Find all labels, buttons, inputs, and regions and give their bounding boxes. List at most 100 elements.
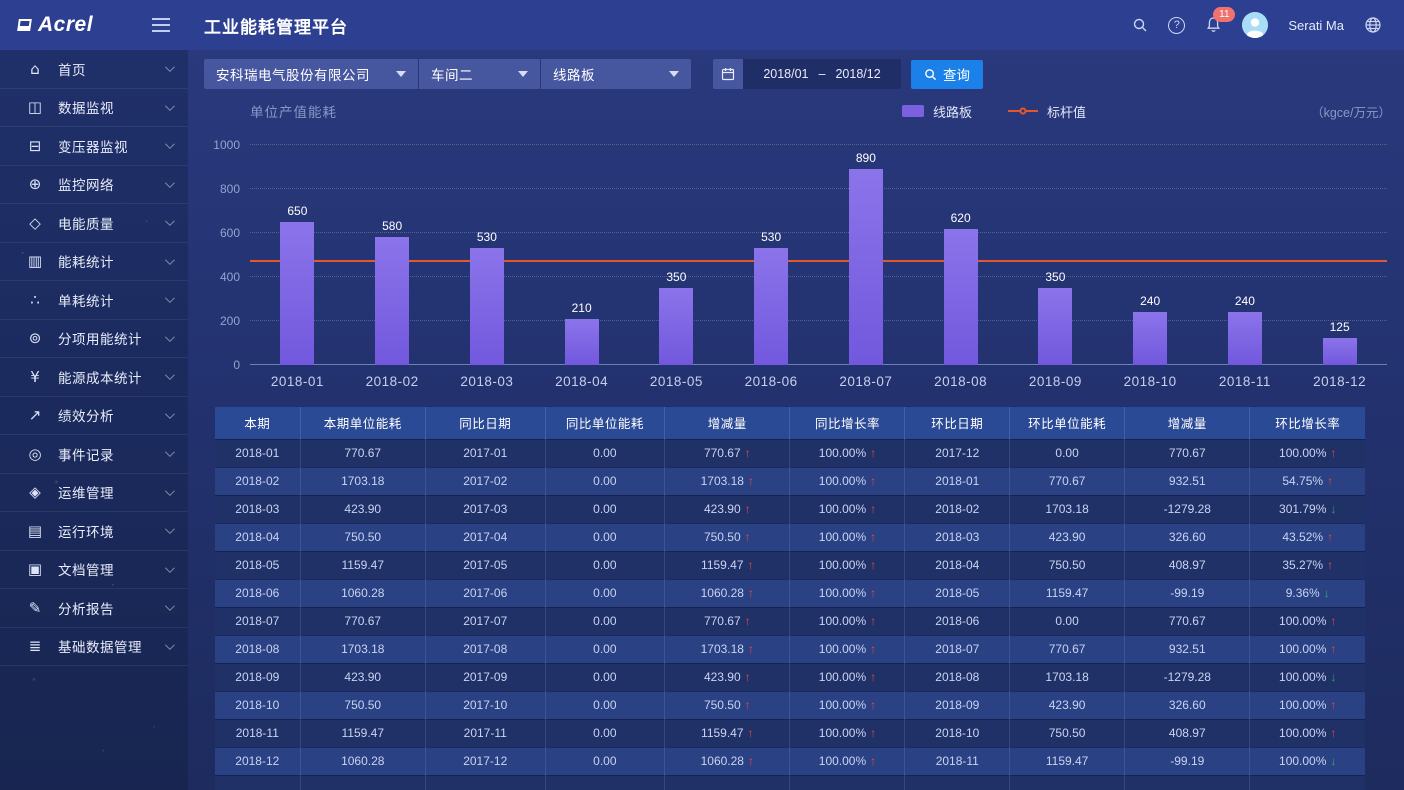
sidebar-item-base-data[interactable]: ≣ 基础数据管理 [0, 628, 188, 666]
bar-2018-01[interactable] [280, 222, 315, 365]
content: 安科瑞电气股份有限公司 车间二 线路板 2018/01 – 2018/12 [188, 50, 1404, 790]
power-quality-icon: ◇ [29, 213, 41, 232]
circuit-select-value: 线路板 [553, 68, 595, 83]
bar-2018-04[interactable] [564, 318, 599, 365]
column-header: 本期单位能耗 [300, 407, 426, 439]
bar-2018-05[interactable] [659, 288, 694, 365]
sidebar-item-operations[interactable]: ◈ 运维管理 [0, 474, 188, 512]
bar-chart-icon: ▥ [27, 252, 43, 271]
chart-grid: 0 200 400 600 800 1000 [213, 138, 1387, 372]
legend-item-benchmark[interactable]: 标杆值 [1008, 102, 1086, 121]
bar-2018-06[interactable] [754, 248, 789, 365]
table-cell: 1060.28 ↑ [664, 746, 791, 775]
bar-2018-02[interactable] [375, 237, 410, 365]
query-button-label: 查询 [943, 68, 970, 83]
sidebar-item-network[interactable]: ⊕ 监控网络 [0, 166, 188, 204]
user-avatar[interactable] [1242, 12, 1269, 38]
table-cell: 2018-06 [215, 578, 301, 607]
sidebar-item-energy-stats[interactable]: ▥ 能耗统计 [0, 243, 188, 281]
sidebar-nav: ⌂ 首页 ◫ 数据监视 ⊟ 变压器监视 ⊕ 监控网络 ◇ 电能质量 ▥ 能耗统计 ∴ 单耗统计 ⊚ 分项用能统… [0, 50, 188, 666]
sidebar-item-unit-consumption[interactable]: ∴ 单耗统计 [0, 281, 188, 320]
sidebar-item-energy-cost[interactable]: ¥ 能源成本统计 [0, 358, 188, 397]
trend-up-icon: ↗ [28, 406, 42, 425]
arrow-up-icon: ↑ [870, 698, 877, 712]
notification-badge: 11 [1213, 7, 1236, 22]
table-cell: 1159.47 [300, 718, 426, 747]
sidebar-item-performance[interactable]: ↗ 绩效分析 [0, 397, 188, 435]
sidebar-item-reports[interactable]: ✎ 分析报告 [0, 589, 188, 628]
data-monitor-icon: ◫ [27, 98, 43, 117]
bar-2018-08[interactable] [943, 228, 978, 365]
table-cell: 2018-03 [904, 522, 1011, 551]
x-axis-label: 2018-11 [1218, 374, 1271, 389]
table-cell: 0.00 [545, 662, 666, 691]
table-cell: -1279.28 [1124, 662, 1251, 691]
filter-selects: 安科瑞电气股份有限公司 车间二 线路板 [204, 59, 691, 89]
bar-series-swatch [902, 105, 924, 117]
workshop-select[interactable]: 车间二 [419, 59, 541, 89]
table-row: 2018-01 770.67 2017-01 0.00 770.67 ↑ 100.00% ↑ 2… [215, 438, 1365, 467]
arrow-up-icon: ↑ [744, 530, 751, 544]
table-cell: 2018-09 [215, 662, 301, 691]
sidebar-item-subitem-energy[interactable]: ⊚ 分项用能统计 [0, 320, 188, 358]
chart-unit-label: （kgce/万元） [1311, 105, 1391, 120]
brand-logo[interactable]: Acrel [17, 13, 93, 37]
arrow-up-icon: ↑ [870, 502, 877, 516]
bar-2018-09[interactable] [1038, 288, 1073, 365]
x-axis-label: 2018-02 [365, 374, 419, 389]
bar-2018-03[interactable] [469, 248, 504, 365]
table-cell: 100.00% ↑ [789, 522, 906, 551]
sidebar-item-data-monitor[interactable]: ◫ 数据监视 [0, 89, 188, 127]
bar-2018-10[interactable] [1133, 312, 1168, 365]
company-select[interactable]: 安科瑞电气股份有限公司 [204, 59, 419, 89]
hamburger-menu-icon[interactable] [148, 14, 174, 36]
table-row: 2018-09 423.90 2017-09 0.00 423.90 ↑ 100.00% ↑ 2… [215, 662, 1365, 691]
sidebar-item-label: 监控网络 [58, 178, 114, 194]
table-cell: 1703.18 [300, 634, 426, 663]
bar-group-2018-02: 580 2018-02 [345, 145, 440, 389]
table-cell: 2018-04 [215, 522, 301, 551]
table-cell: 0.00 [545, 606, 666, 635]
circuit-select[interactable]: 线路板 [541, 59, 691, 89]
date-range-picker[interactable]: 2018/01 – 2018/12 [713, 59, 901, 89]
bar-2018-12[interactable] [1322, 337, 1357, 365]
table-cell: -99.19 [1124, 578, 1251, 607]
table-cell: 2018-08 [215, 634, 301, 663]
table-cell: 2017-11 [425, 718, 546, 747]
query-button[interactable]: 查询 [911, 59, 983, 89]
y-axis-tick: 0 [233, 358, 240, 372]
chevron-down-icon [164, 562, 175, 573]
table-row: 2018-10 750.50 2017-10 0.00 750.50 ↑ 100.00% ↑ 2… [215, 690, 1365, 719]
table-cell: 100.00% ↑ [1249, 606, 1365, 635]
sidebar-item-home[interactable]: ⌂ 首页 [0, 50, 188, 89]
network-icon: ⊕ [28, 175, 42, 194]
bar-group-2018-03: 530 2018-03 [440, 145, 535, 389]
notifications-bell-icon[interactable]: 11 [1205, 7, 1236, 34]
column-header: 本期 [215, 407, 301, 439]
sidebar-item-documents[interactable]: ▣ 文档管理 [0, 551, 188, 589]
sidebar-item-power-quality[interactable]: ◇ 电能质量 [0, 204, 188, 243]
help-icon[interactable]: ? [1168, 16, 1186, 34]
search-icon[interactable] [1132, 17, 1148, 33]
table-cell: -1279.28 [1124, 494, 1251, 523]
bar-2018-11[interactable] [1227, 312, 1262, 365]
table-cell: 770.67 [300, 606, 426, 635]
sidebar-item-transformer[interactable]: ⊟ 变压器监视 [0, 127, 188, 166]
table-header-row: 本期 本期单位能耗 同比日期 同比单位能耗 增减量 同比增长率 环比日期 环比单位能耗 增减量环… [215, 407, 1365, 439]
table-cell: 2018-02 [215, 466, 301, 495]
table-cell: 2018-05 [215, 550, 301, 579]
user-name[interactable]: Serati Ma [1288, 17, 1344, 33]
sidebar-item-event-log[interactable]: ◎ 事件记录 [0, 435, 188, 474]
legend-item-bar-series[interactable]: 线路板 [902, 102, 972, 121]
table-cell: 100.00% ↓ [1249, 746, 1365, 775]
bar-value-label: 350 [666, 270, 687, 284]
sidebar-item-runtime-env[interactable]: ▤ 运行环境 [0, 512, 188, 551]
table-cell: 2018-11 [904, 746, 1011, 775]
chevron-down-icon [164, 62, 175, 73]
table-cell: 1159.47 [1009, 746, 1126, 775]
globe-language-icon[interactable] [1364, 16, 1382, 34]
y-axis-tick: 400 [219, 270, 240, 284]
chevron-down-icon [164, 216, 175, 227]
arrow-up-icon: ↑ [744, 446, 751, 460]
bar-2018-07[interactable] [848, 169, 883, 365]
